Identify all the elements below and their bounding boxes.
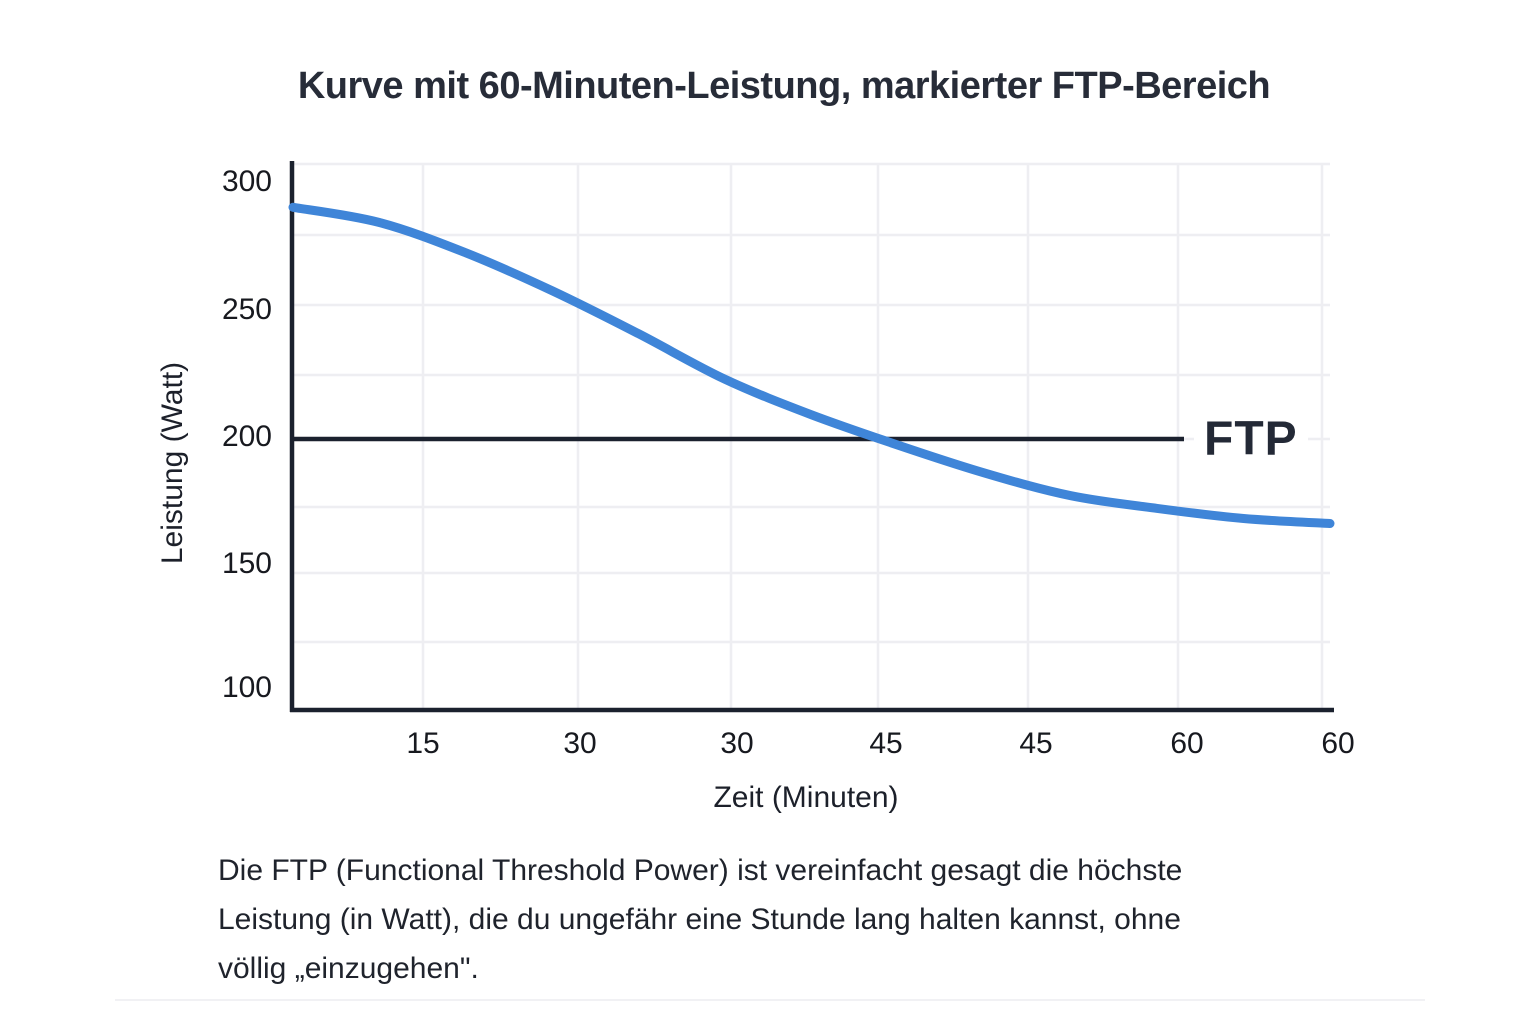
y-tick-label: 150 bbox=[221, 547, 272, 580]
y-tick-label: 200 bbox=[221, 420, 272, 453]
y-tick-label: 300 bbox=[221, 165, 272, 198]
x-tick-label: 45 bbox=[1019, 727, 1053, 760]
y-tick-label: 100 bbox=[221, 671, 272, 704]
caption-line: Leistung (in Watt), die du ungefähr eine… bbox=[218, 903, 1181, 936]
caption-line: völlig „einzugehen". bbox=[218, 952, 479, 985]
x-tick-label: 60 bbox=[1170, 727, 1204, 760]
x-tick-label: 45 bbox=[869, 727, 903, 760]
x-tick-label: 30 bbox=[720, 727, 754, 760]
x-tick-label: 15 bbox=[406, 727, 440, 760]
caption-line: Die FTP (Functional Threshold Power) ist… bbox=[218, 854, 1183, 887]
chart-title: Kurve mit 60-Minuten-Leistung, markierte… bbox=[297, 65, 1271, 107]
power-curve bbox=[288, 202, 1335, 528]
y-tick-label: 250 bbox=[221, 293, 272, 326]
x-tick-label: 30 bbox=[563, 727, 597, 760]
x-axis-title: Zeit (Minuten) bbox=[713, 781, 899, 814]
chart-caption: Die FTP (Functional Threshold Power) ist… bbox=[218, 846, 1182, 993]
y-axis-title: Leistung (Watt) bbox=[156, 361, 189, 565]
bottom-divider bbox=[115, 999, 1425, 1001]
ftp-annotation-label: FTP bbox=[1194, 409, 1308, 469]
x-tick-label: 60 bbox=[1321, 727, 1355, 760]
